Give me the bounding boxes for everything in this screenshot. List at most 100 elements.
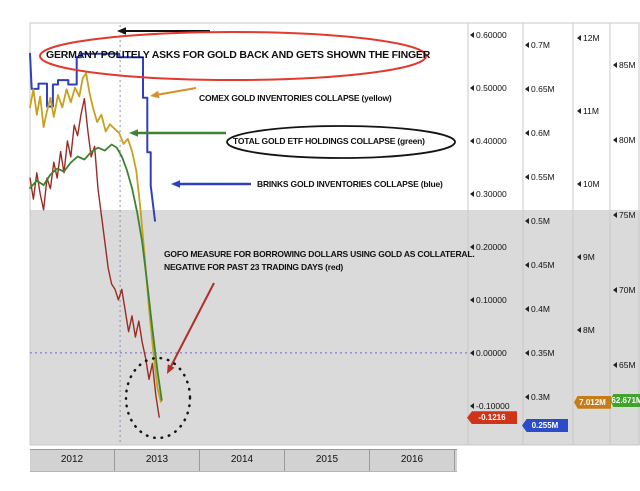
tick-label: -0.10000 xyxy=(476,400,510,411)
tick-label: 0.7M xyxy=(531,40,550,50)
brinks-arrow-head xyxy=(171,180,180,188)
tick-label: 0.6M xyxy=(531,127,550,138)
series-gofo xyxy=(29,97,160,418)
tick-label: 0.20000 xyxy=(476,241,507,252)
tick-mark-icon xyxy=(577,108,581,114)
tick-gofo--0.10000: -0.10000 xyxy=(470,401,510,411)
tick-mark-icon xyxy=(613,362,617,369)
tick-label: 0.5M xyxy=(531,215,550,226)
tick-mark-icon xyxy=(613,212,617,219)
tick-mark-icon xyxy=(470,138,474,144)
tick-etf-80M: 80M xyxy=(613,135,636,145)
tick-label: 0.4M xyxy=(531,303,550,314)
tick-brinks-0.7M: 0.7M xyxy=(525,40,550,50)
chart-frame xyxy=(29,22,640,446)
tick-comex-12M: 12M xyxy=(577,33,600,43)
comex-arrow xyxy=(158,87,197,96)
tick-gofo-0.20000: 0.20000 xyxy=(470,242,507,252)
tick-mark-icon xyxy=(613,287,617,294)
tick-label: 10M xyxy=(583,179,600,189)
tick-gofo-0.30000: 0.30000 xyxy=(470,189,507,199)
tick-brinks-0.45M: 0.45M xyxy=(525,260,555,270)
gofo-arrow-head xyxy=(167,364,175,374)
tick-mark-icon xyxy=(613,62,617,69)
tick-gofo-0.60000: 0.60000 xyxy=(470,30,507,40)
tick-gofo-0.40000: 0.40000 xyxy=(470,136,507,146)
last-value-tag-brinks: 0.255M xyxy=(522,419,568,432)
tick-etf-70M: 70M xyxy=(613,285,636,295)
series-comex xyxy=(29,72,162,403)
comex-arrow-head xyxy=(150,90,160,99)
headline-arrow-head xyxy=(117,27,126,35)
tick-label: 12M xyxy=(583,33,600,44)
lower-shaded-region xyxy=(30,210,640,445)
callout-comex: COMEX GOLD INVENTORIES COLLAPSE (yellow) xyxy=(199,93,392,103)
tick-label: 70M xyxy=(619,285,636,296)
etf-ellipse xyxy=(226,125,456,159)
tick-gofo-0.50000: 0.50000 xyxy=(470,83,507,93)
tick-etf-75M: 75M xyxy=(613,210,636,220)
tick-label: 85M xyxy=(619,60,636,71)
callout-brinks: BRINKS GOLD INVENTORIES COLLAPSE (blue) xyxy=(257,179,443,189)
tick-gofo-0.00000: 0.00000 xyxy=(470,348,507,358)
tick-mark-icon xyxy=(577,35,581,42)
tick-brinks-0.4M: 0.4M xyxy=(525,304,550,314)
tick-mark-icon xyxy=(577,253,581,260)
tick-label: 0.50000 xyxy=(476,83,507,93)
tick-label: 75M xyxy=(619,210,636,221)
tick-mark-icon xyxy=(525,393,529,400)
tick-label: 0.10000 xyxy=(476,294,507,305)
tick-comex-8M: 8M xyxy=(577,325,595,335)
tick-mark-icon xyxy=(525,261,529,268)
tick-label: 65M xyxy=(619,360,636,371)
tick-label: 80M xyxy=(619,135,636,146)
last-value-tag-etf: 62.671M xyxy=(610,394,640,407)
tick-label: 0.45M xyxy=(531,259,555,270)
tick-mark-icon xyxy=(525,305,529,312)
series-brinks xyxy=(29,52,156,222)
tick-label: 0.60000 xyxy=(476,30,507,41)
tick-etf-85M: 85M xyxy=(613,60,636,70)
series-etf xyxy=(29,143,163,401)
gofo-arrow xyxy=(170,282,215,367)
tick-label: 0.30000 xyxy=(476,189,507,199)
low-dotted-circle xyxy=(124,356,192,440)
last-value-tag-comex: 7.012M xyxy=(574,395,611,409)
tick-mark-icon xyxy=(525,217,529,224)
tick-mark-icon xyxy=(525,173,529,180)
tick-label: 0.40000 xyxy=(476,136,507,146)
tick-label: 8M xyxy=(583,324,595,335)
tick-mark-icon xyxy=(525,129,529,136)
x-axis-year-2012: 2012 xyxy=(30,450,115,471)
tick-mark-icon xyxy=(470,402,474,409)
tick-brinks-0.55M: 0.55M xyxy=(525,172,555,182)
tick-comex-10M: 10M xyxy=(577,179,600,189)
tick-mark-icon xyxy=(577,326,581,333)
tick-brinks-0.3M: 0.3M xyxy=(525,392,550,402)
tick-brinks-0.35M: 0.35M xyxy=(525,348,555,358)
tick-label: 0.55M xyxy=(531,171,555,182)
headline-ellipse xyxy=(39,31,427,81)
tick-mark-icon xyxy=(525,85,529,92)
tick-label: 0.65M xyxy=(531,83,555,94)
headline-annotation: GERMANY POLITELY ASKS FOR GOLD BACK AND … xyxy=(46,49,431,61)
tick-label: 9M xyxy=(583,251,595,262)
tick-mark-icon xyxy=(525,42,529,48)
x-axis-year-2014: 2014 xyxy=(200,450,285,471)
x-axis: 2012 2013 2014 2015 2016 xyxy=(30,449,457,472)
tick-label: 0.00000 xyxy=(476,347,507,358)
tick-mark-icon xyxy=(470,191,474,197)
tick-mark-icon xyxy=(470,296,474,303)
last-value-tag-gofo: -0.1216 xyxy=(467,411,517,425)
tick-mark-icon xyxy=(470,32,474,39)
tick-brinks-0.5M: 0.5M xyxy=(525,216,550,226)
tick-etf-65M: 65M xyxy=(613,360,636,370)
tick-brinks-0.65M: 0.65M xyxy=(525,84,555,94)
tick-comex-9M: 9M xyxy=(577,252,595,262)
callout-gofo-line2: NEGATIVE FOR PAST 23 TRADING DAYS (red) xyxy=(164,262,344,272)
tick-mark-icon xyxy=(470,85,474,91)
tick-label: 0.35M xyxy=(531,347,555,358)
tick-comex-11M: 11M xyxy=(577,106,599,116)
